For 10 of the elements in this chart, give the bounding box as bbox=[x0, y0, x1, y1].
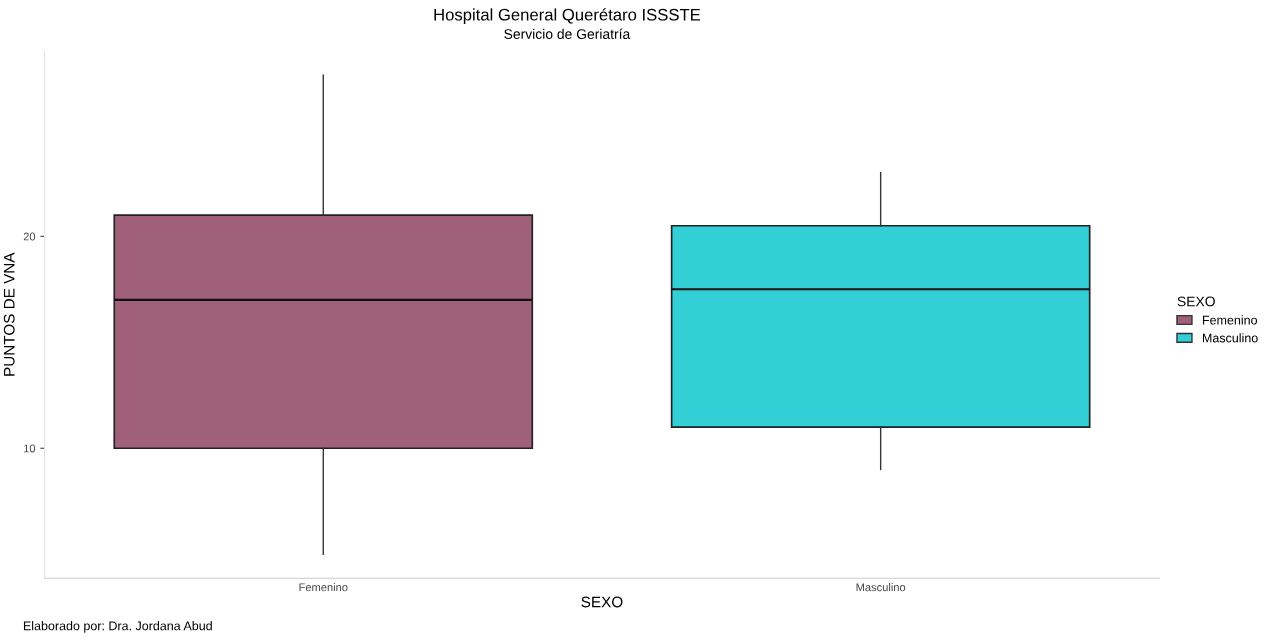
legend-title: SEXO bbox=[1177, 296, 1215, 307]
x-axis-title: SEXO bbox=[581, 596, 623, 608]
legend-label: Masculino bbox=[1202, 333, 1258, 343]
chart-title: Hospital General Querétaro ISSSTE bbox=[434, 8, 701, 24]
y-tick-label: 20 bbox=[23, 232, 36, 241]
chart-subtitle: Servicio de Geriatría bbox=[504, 28, 631, 39]
legend-label: Femenino bbox=[1202, 315, 1258, 325]
text: Elaborado por: Dra. Jordana Abud bbox=[23, 621, 212, 633]
y-axis-title: PUNTOS DE VNA bbox=[3, 252, 15, 376]
y-tick-label: 10 bbox=[24, 444, 36, 453]
